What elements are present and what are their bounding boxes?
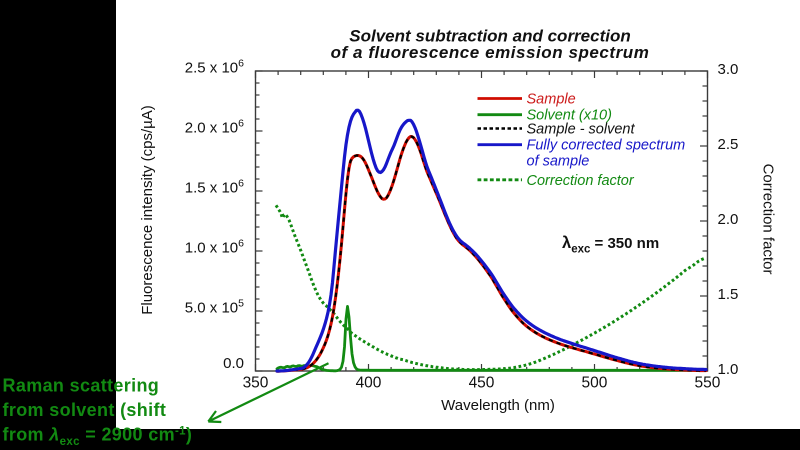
svg-text:from λexc = 2900 cm-1): from λexc = 2900 cm-1) bbox=[3, 425, 193, 449]
svg-text:Wavelength (nm): Wavelength (nm) bbox=[441, 397, 555, 414]
svg-text:550: 550 bbox=[694, 375, 720, 392]
svg-text:Correction factor: Correction factor bbox=[760, 164, 777, 275]
svg-text:Sample - solvent: Sample - solvent bbox=[527, 122, 636, 138]
svg-text:of a fluorescence emission spe: of a fluorescence emission spectrum bbox=[331, 43, 650, 62]
svg-text:of sample: of sample bbox=[527, 154, 590, 170]
svg-text:2.5: 2.5 bbox=[718, 136, 739, 153]
svg-text:5.0 x 105: 5.0 x 105 bbox=[185, 298, 244, 317]
svg-text:2.0: 2.0 bbox=[718, 211, 739, 228]
svg-text:1.5 x 106: 1.5 x 106 bbox=[185, 178, 244, 197]
svg-text:Sample: Sample bbox=[527, 92, 576, 108]
svg-text:2.5 x 106: 2.5 x 106 bbox=[185, 58, 244, 77]
svg-text:Solvent subtraction and correc: Solvent subtraction and correction bbox=[349, 27, 631, 46]
svg-text:350: 350 bbox=[243, 375, 269, 392]
svg-text:Correction factor: Correction factor bbox=[527, 173, 635, 189]
svg-text:450: 450 bbox=[469, 375, 495, 392]
svg-text:500: 500 bbox=[581, 375, 607, 392]
svg-text:Raman scattering: Raman scattering bbox=[3, 376, 160, 396]
svg-text:from solvent (shift: from solvent (shift bbox=[3, 400, 167, 420]
svg-text:Fully corrected spectrum: Fully corrected spectrum bbox=[527, 138, 686, 154]
svg-text:1.5: 1.5 bbox=[718, 286, 739, 303]
svg-text:3.0: 3.0 bbox=[718, 61, 739, 78]
svg-text:0.0: 0.0 bbox=[223, 355, 244, 372]
svg-text:λexc = 350 nm: λexc = 350 nm bbox=[562, 234, 659, 256]
svg-text:1.0 x 106: 1.0 x 106 bbox=[185, 238, 244, 257]
svg-text:1.0: 1.0 bbox=[718, 361, 739, 378]
svg-text:Solvent (x10): Solvent (x10) bbox=[527, 108, 612, 124]
svg-text:400: 400 bbox=[356, 375, 382, 392]
svg-text:Fluorescence intensity (cps/µA: Fluorescence intensity (cps/µA) bbox=[139, 105, 156, 315]
svg-text:2.0 x 106: 2.0 x 106 bbox=[185, 118, 244, 137]
